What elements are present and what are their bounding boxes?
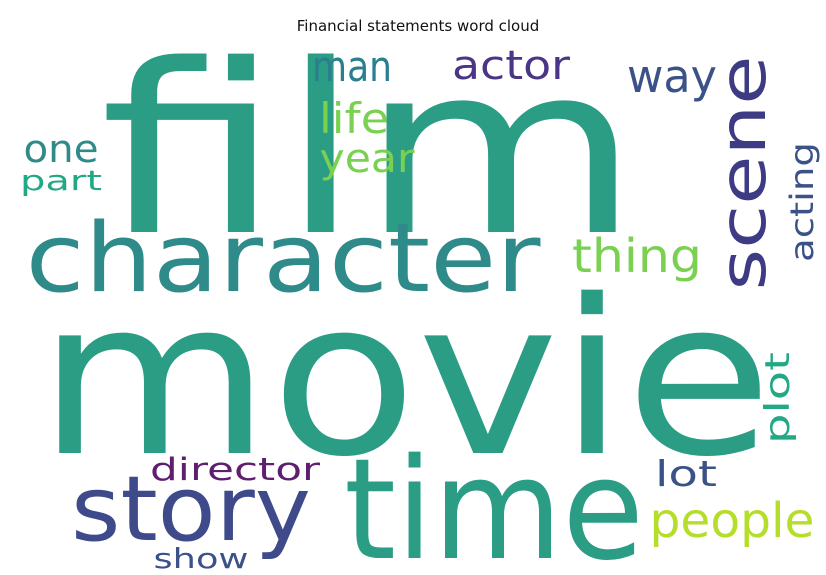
word-way: way: [627, 50, 717, 103]
word-acting: acting: [783, 142, 821, 262]
word-show: show: [154, 542, 249, 575]
word-part: part: [20, 164, 102, 197]
word-movie: movie: [38, 253, 773, 504]
word-plot: plot: [758, 352, 798, 444]
word-time: time: [344, 429, 644, 575]
word-character: character: [26, 204, 542, 314]
word-director: director: [150, 452, 320, 488]
word-film: film: [100, 15, 640, 288]
word-one: one: [24, 127, 99, 171]
word-man: man: [312, 42, 392, 91]
word-scene: scene: [707, 56, 781, 291]
chart-title: Financial statements word cloud: [297, 17, 540, 35]
word-life: life: [319, 94, 389, 143]
word-thing: thing: [572, 229, 702, 283]
word-year: year: [320, 136, 416, 182]
word-story: story: [71, 457, 311, 562]
word-people: people: [650, 493, 815, 549]
word-lot: lot: [655, 454, 717, 495]
word-actor: actor: [452, 43, 571, 89]
